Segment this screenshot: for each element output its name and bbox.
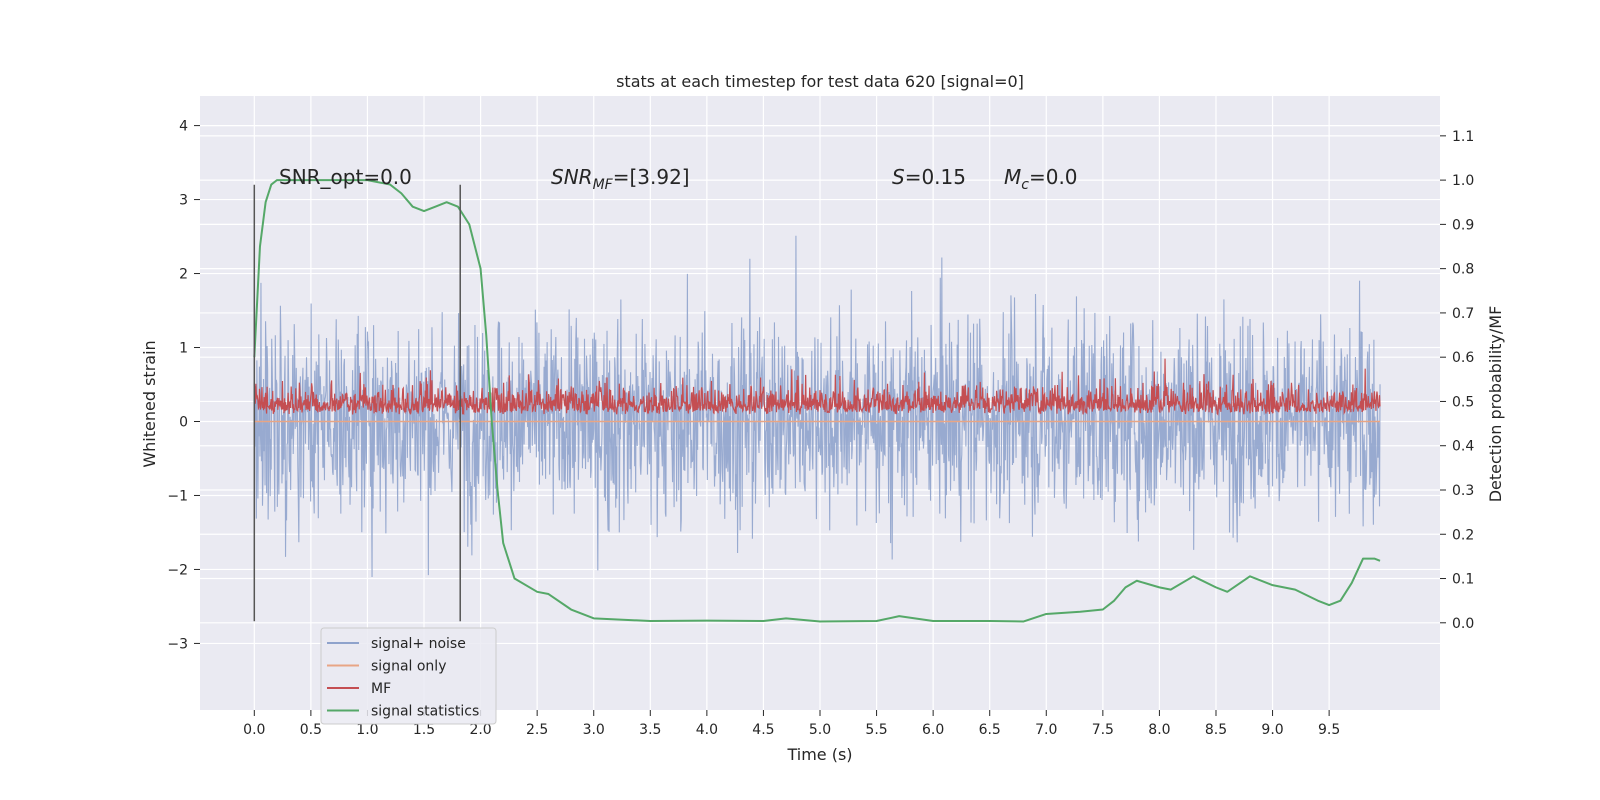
signal-statistics-line <box>253 179 1381 623</box>
x-tick-label: 7.5 <box>1092 722 1114 738</box>
x-tick-label: 2.0 <box>469 722 491 738</box>
mc-sub: c <box>1021 177 1029 193</box>
y-tick-label-left: 4 <box>179 119 188 135</box>
s-rest: =0.15 <box>905 165 966 189</box>
y-tick-label-left: −1 <box>167 488 188 504</box>
x-tick-label: 6.5 <box>979 722 1001 738</box>
legend-label: signal+ noise <box>371 636 466 652</box>
annotation-mc: Mc=0.0 <box>1004 165 1078 193</box>
legend-label: MF <box>371 681 391 697</box>
legend-box <box>320 627 497 725</box>
x-tick-label: 3.5 <box>639 722 661 738</box>
y-axis-label-right: Detection probability/MF <box>1486 306 1505 503</box>
y-axis-label-left: Whitened strain <box>140 340 159 467</box>
snr-mf-sub: MF <box>593 177 614 193</box>
x-tick-label: 6.0 <box>922 722 944 738</box>
chart-title: stats at each timestep for test data 620… <box>616 72 1024 91</box>
legend-label: signal statistics <box>371 704 479 720</box>
mc-rest: =0.0 <box>1029 165 1078 189</box>
y-tick-label-right: 0.7 <box>1452 306 1474 322</box>
x-tick-label: 9.0 <box>1261 722 1283 738</box>
snr-mf-base: SNR <box>551 165 593 189</box>
x-tick-label: 7.0 <box>1035 722 1057 738</box>
marker-lines <box>253 184 461 622</box>
y-tick-label-right: 1.0 <box>1452 173 1474 189</box>
y-tick-label-right: 0.3 <box>1452 483 1474 499</box>
x-axis-label: Time (s) <box>786 745 852 764</box>
x-tick-label: 0.0 <box>243 722 265 738</box>
y-tick-label-right: 0.2 <box>1452 527 1474 543</box>
y-tick-label-right: 0.8 <box>1452 262 1474 278</box>
snr-mf-rest: =[3.92] <box>613 165 690 189</box>
x-tick-label: 9.5 <box>1318 722 1340 738</box>
y-tick-label-left: −3 <box>167 636 188 652</box>
y-tick-label-right: 0.5 <box>1452 394 1474 410</box>
mc-base: M <box>1004 165 1021 189</box>
y-tick-label-right: 1.1 <box>1452 129 1474 145</box>
y-tick-label-right: 0.6 <box>1452 350 1474 366</box>
x-tick-label: 2.5 <box>526 722 548 738</box>
x-tick-label: 4.5 <box>752 722 774 738</box>
s-base: S <box>892 165 905 189</box>
legend-label: signal only <box>371 659 446 675</box>
y-tick-label-left: −2 <box>167 562 188 578</box>
series-layer <box>253 179 1381 623</box>
y-tick-label-left: 0 <box>179 414 188 430</box>
y-tick-label-right: 0.9 <box>1452 217 1474 233</box>
y-tick-label-right: 0.1 <box>1452 572 1474 588</box>
x-tick-label: 8.0 <box>1148 722 1170 738</box>
x-tick-label: 1.5 <box>413 722 435 738</box>
y-tick-label-left: 3 <box>179 193 188 209</box>
x-tick-label: 3.0 <box>583 722 605 738</box>
annotation-snr-mf: SNRMF=[3.92] <box>551 165 690 193</box>
mf-line <box>253 358 1381 416</box>
x-tick-label: 4.0 <box>696 722 718 738</box>
annotation-snr-opt: SNR_opt=0.0 <box>279 165 412 189</box>
ticks: 0.0 0.5 1.0 1.5 2.0 2.5 3.0 3.5 4.0 4.5 5.0 5.5 6.0 6… <box>167 119 1474 738</box>
y-tick-label-right: 0.4 <box>1452 439 1474 455</box>
annotation-s: S=0.15 <box>892 165 966 189</box>
legend: signal+ noise signal only MF signal statist… <box>320 627 497 725</box>
y-tick-label-right: 0.0 <box>1452 616 1474 632</box>
x-tick-label: 5.0 <box>809 722 831 738</box>
y-tick-label-left: 2 <box>179 267 188 283</box>
x-tick-label: 1.0 <box>356 722 378 738</box>
x-tick-label: 0.5 <box>300 722 322 738</box>
series-mf <box>253 358 1381 416</box>
x-tick-label: 8.5 <box>1205 722 1227 738</box>
y-tick-label-left: 1 <box>179 341 188 357</box>
x-tick-label: 5.5 <box>865 722 887 738</box>
